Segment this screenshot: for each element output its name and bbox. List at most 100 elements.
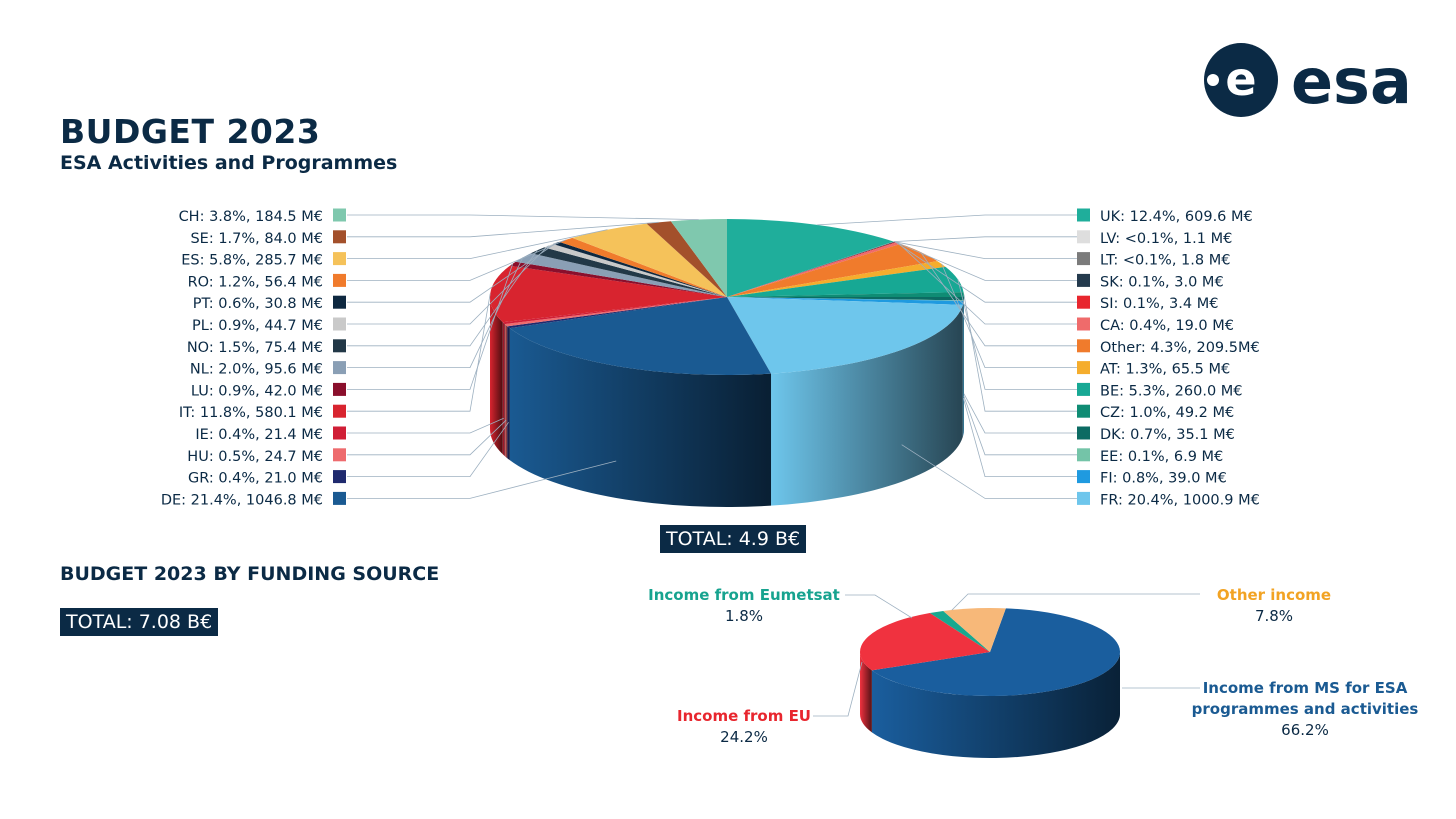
main-pie-slice-side-FI [962,300,964,437]
leader-line-CZ [963,294,1077,412]
legend-label-SE: SE: 1.7%, 84.0 M€ [190,231,323,247]
legend-swatch-SK [1077,273,1090,287]
funding-section-title: BUDGET 2023 BY FUNDING SOURCE [60,563,440,585]
legend-label-NO: NO: 1.5%, 75.4 M€ [187,340,323,356]
leader-line-LT [894,241,1077,260]
leader-line-SI [895,241,1077,303]
legend-swatch-Other [1077,339,1090,353]
funding-label-2-line-0: Income from Eumetsat [648,586,840,604]
leader-line-DK [963,393,1077,434]
leader-line-IT [347,293,491,412]
legend-label-SK: SK: 0.1%, 3.0 M€ [1100,274,1224,290]
legend-swatch-NL [333,361,346,375]
funding-label-3-line-0: Other income [1217,586,1331,604]
legend-label-CH: CH: 3.8%, 184.5 M€ [179,209,323,225]
legend-swatch-FI [1077,470,1090,484]
funding-percent-0: 66.2% [1281,721,1329,739]
legend-label-LV: LV: <0.1%, 1.1 M€ [1100,231,1232,247]
main-pie-side-walls [490,297,964,508]
leader-line-HU [347,419,507,456]
main-pie-slice-FR [727,297,963,374]
main-pie-slice-BE [727,266,964,297]
esa-logo: e esa [1204,43,1412,118]
funding-label-0-line-0: Income from MS for ESA [1203,679,1408,697]
leader-line-PT [347,242,557,303]
legend-swatch-DE [333,491,346,505]
main-pie-slice-LU [509,261,727,297]
main-pie-slice-HU [504,297,727,327]
legend-label-EE: EE: 0.1%, 6.9 M€ [1100,449,1223,465]
main-pie-slice-CH [670,219,727,297]
legend-swatch-FR [1077,491,1090,505]
main-pie-slice-DE [509,297,772,375]
legend-swatch-PT [333,295,346,309]
legend-swatch-SE [333,230,346,244]
leader-line-AT [941,263,1077,369]
leader-line-FI [962,397,1077,478]
main-legend: CH: 3.8%, 184.5 M€ SE: 1.7%, 84.0 M€ ES: 5… [161,208,1260,508]
legend-label-LT: LT: <0.1%, 1.8 M€ [1100,253,1230,269]
legend-label-DE: DE: 21.4%, 1046.8 M€ [161,492,323,508]
legend-label-CZ: CZ: 1.0%, 49.2 M€ [1100,405,1234,421]
legend-swatch-CA [1077,317,1090,331]
main-pie-slice-side-HU [504,324,508,459]
main-pie-slice-side-DE [509,328,772,508]
leader-line-LV [893,236,1077,242]
main-pie-slice-GR [507,297,727,329]
leader-line-SK [894,241,1077,281]
main-pie-slice-PL [544,244,727,297]
funding-pie-side-walls [860,652,1120,758]
main-pie-slice-CZ [727,292,964,297]
leader-line-Other [920,251,1077,347]
leader-line-SE [347,221,659,238]
main-pie-slice-SK [727,241,896,297]
main-pie-slice-IE [502,297,727,325]
funding-leader-1 [813,661,863,717]
leader-line-ES [347,229,608,260]
main-pie-slice-CA [727,242,901,297]
main-pie-slice-SE [646,221,727,297]
legend-swatch-IE [333,426,346,440]
legend-label-CA: CA: 0.4%, 19.0 M€ [1100,318,1234,334]
legend-label-Other: Other: 4.3%, 209.5M€ [1100,340,1260,356]
legend-label-GR: GR: 0.4%, 21.0 M€ [188,471,323,487]
legend-swatch-RO [333,273,346,287]
legend-label-HU: HU: 0.5%, 24.7 M€ [187,449,323,465]
leader-line-FR [901,444,1077,499]
funding-percent-2: 1.8% [725,607,763,625]
funding-pie-slice-3 [943,608,1006,652]
funding-pie-slice-1 [860,612,990,671]
legend-label-UK: UK: 12.4%, 609.6 M€ [1100,209,1253,225]
funding-label-0-line-1: programmes and activities [1192,700,1419,718]
legend-label-PT: PT: 0.6%, 30.8 M€ [193,296,323,312]
main-pie-slice-SI [727,242,897,297]
main-pie-slice-PT [553,241,727,297]
funding-percent-3: 7.8% [1255,607,1293,625]
legend-swatch-DK [1077,426,1090,440]
total-main-badge: TOTAL: 4.9 B€ [660,525,807,553]
legend-swatch-UK [1077,208,1090,222]
legend-swatch-PL [333,317,346,331]
legend-label-IE: IE: 0.4%, 21.4 M€ [195,427,323,443]
legend-swatch-EE [1077,448,1090,462]
esa-logo-circle-icon [1204,43,1278,117]
funding-pie-top [860,608,1120,696]
legend-swatch-CH [333,208,346,222]
legend-swatch-SI [1077,295,1090,309]
legend-swatch-NO [333,339,346,353]
leader-line-RO [347,239,566,281]
page-title: BUDGET 2023 [60,112,321,151]
legend-swatch-LU [333,382,346,396]
leader-line-IE [347,417,504,434]
main-pie-slice-DK [727,296,965,301]
funding-leader-3 [951,593,1200,611]
legend-label-ES: ES: 5.8%, 285.7 M€ [181,253,323,269]
legend-label-FR: FR: 20.4%, 1000.9 M€ [1100,492,1260,508]
leader-line-GR [347,422,509,478]
funding-percent-1: 24.2% [720,728,768,746]
leader-line-NL [347,257,524,369]
main-pie-slice-side-IT [490,297,503,455]
legend-label-NL: NL: 2.0%, 95.6 M€ [190,362,323,378]
main-pie-slice-LT [727,241,895,297]
